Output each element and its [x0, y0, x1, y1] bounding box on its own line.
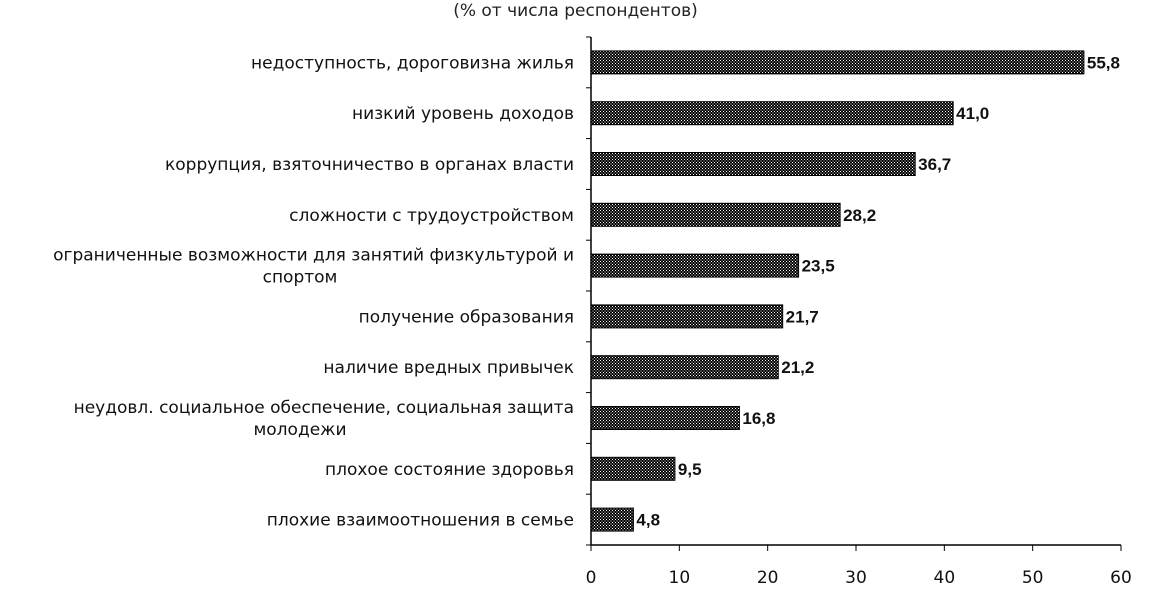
bar [590, 50, 1085, 75]
x-tick-label: 40 [934, 568, 956, 588]
bars-layer [590, 50, 1085, 532]
data-label: 21,2 [781, 358, 814, 377]
x-tick-label: 20 [757, 568, 779, 588]
category-label: низкий уровень доходов [352, 104, 574, 124]
data-label: 55,8 [1087, 53, 1120, 72]
x-tick-label: 60 [1110, 568, 1132, 588]
data-label: 9,5 [678, 460, 702, 479]
data-label: 21,7 [786, 307, 819, 326]
x-tick-label: 10 [669, 568, 691, 588]
category-label: спортом [263, 268, 338, 288]
bar [590, 101, 954, 126]
bar [590, 355, 779, 380]
bar [590, 202, 841, 227]
x-tick-label: 50 [1022, 568, 1044, 588]
data-label: 41,0 [956, 104, 989, 123]
category-label: плохие взаимоотношения в семье [267, 511, 574, 531]
bar [590, 152, 916, 176]
data-label: 16,8 [742, 409, 775, 428]
category-label: сложности с трудоустройством [289, 206, 574, 226]
category-label: наличие вредных привычек [323, 358, 574, 378]
data-label: 23,5 [802, 257, 835, 276]
data-label: 4,8 [636, 511, 660, 530]
data-label: 28,2 [843, 206, 876, 225]
data-label: 36,7 [918, 155, 951, 174]
x-tick-label: 0 [586, 568, 597, 588]
category-label: плохое состояние здоровья [325, 460, 574, 480]
bar [590, 253, 800, 278]
bar [590, 304, 784, 329]
chart-subtitle: (% от числа респондентов) [453, 1, 698, 21]
bar [590, 406, 740, 430]
category-label: молодежи [253, 420, 346, 440]
category-label: неудовл. социальное обеспечение, социаль… [74, 398, 574, 418]
category-label: ограниченные возможности для занятий физ… [53, 246, 574, 266]
category-label: коррупция, взяточничество в органах влас… [165, 155, 574, 175]
x-tick-label: 30 [845, 568, 867, 588]
category-label: недоступность, дороговизна жилья [251, 53, 574, 73]
axes-layer [586, 36, 1122, 551]
bar [590, 456, 676, 481]
category-label: получение образования [359, 307, 574, 327]
bar [590, 507, 634, 532]
labels-layer: 55,8 недоступность, дороговизна жилья 41,0… [53, 53, 1132, 588]
